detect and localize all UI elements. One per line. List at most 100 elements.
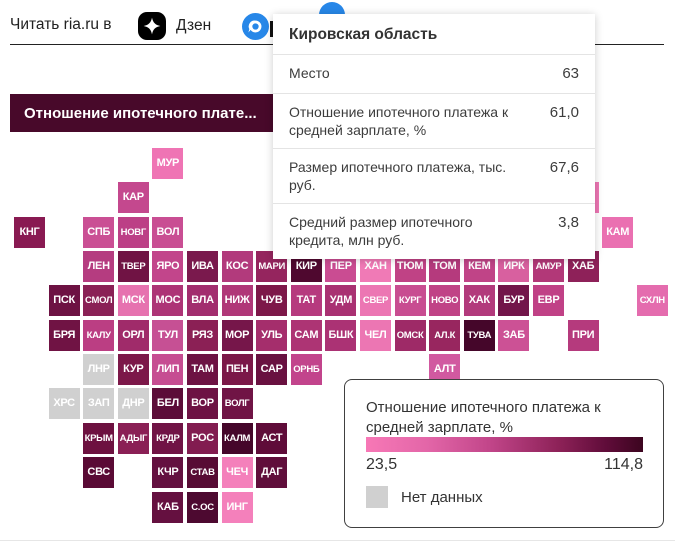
region-tile-АДЫГ[interactable]: АДЫГ <box>117 422 149 454</box>
region-tile-ИВА[interactable]: ИВА <box>187 251 218 283</box>
region-tooltip: Кировская область Место 63 Отношение ипо… <box>273 14 595 259</box>
region-tile-С.ОС[interactable]: С.ОС <box>187 491 218 523</box>
region-tile-МОС[interactable]: МОС <box>152 285 184 317</box>
region-tile-НОВГ[interactable]: НОВГ <box>117 216 149 248</box>
region-tile-СТАВ[interactable]: СТАВ <box>187 457 218 489</box>
region-tile-НИЖ[interactable]: НИЖ <box>221 285 253 317</box>
region-tile-КАБ[interactable]: КАБ <box>152 491 184 523</box>
region-tile-КНГ[interactable]: КНГ <box>14 216 45 248</box>
region-tile-ХРС[interactable]: ХРС <box>48 388 80 420</box>
region-tile-ХАК[interactable]: ХАК <box>463 285 495 317</box>
region-tile-КУР[interactable]: КУР <box>117 354 149 386</box>
chart-title-text: Отношение ипотечного плате... <box>24 104 257 122</box>
region-tile-ТУВА[interactable]: ТУВА <box>463 319 495 351</box>
region-tile-КАЛМ[interactable]: КАЛМ <box>221 422 253 454</box>
bottom-divider <box>0 540 675 541</box>
read-in-text: Читать ria.ru в <box>10 16 112 33</box>
zen-label[interactable]: Дзен <box>176 17 212 34</box>
region-tile-ТАТ[interactable]: ТАТ <box>290 285 322 317</box>
no-data-swatch <box>366 486 388 508</box>
region-tile-КАЛУ[interactable]: КАЛУ <box>83 319 115 351</box>
region-tile-ЕВР[interactable]: ЕВР <box>533 285 564 317</box>
region-tile-МОР[interactable]: МОР <box>221 319 253 351</box>
region-tile-ВОР[interactable]: ВОР <box>187 388 218 420</box>
region-tile-САР[interactable]: САР <box>256 354 288 386</box>
region-tile-ЗАП[interactable]: ЗАП <box>83 388 115 420</box>
region-tile-ОРЛ[interactable]: ОРЛ <box>117 319 149 351</box>
legend-box: Отношение ипотечного платежа к средней з… <box>344 379 664 528</box>
region-tile-ОРНБ[interactable]: ОРНБ <box>290 354 322 386</box>
region-tile-ЧЕЛ[interactable]: ЧЕЛ <box>360 319 391 351</box>
region-tile-ИНГ[interactable]: ИНГ <box>221 491 253 523</box>
partial-letter-fragment <box>270 21 274 37</box>
region-tile-ЧЕЧ[interactable]: ЧЕЧ <box>221 457 253 489</box>
region-tile-ЛЕН[interactable]: ЛЕН <box>83 251 115 283</box>
region-tile-КАМ[interactable]: КАМ <box>602 216 634 248</box>
region-tile-ЗАБ[interactable]: ЗАБ <box>498 319 530 351</box>
legend-max: 114,8 <box>604 456 643 473</box>
tooltip-value: 61,0 <box>549 103 579 121</box>
region-tile-БУР[interactable]: БУР <box>498 285 530 317</box>
region-tile-ЧУВ[interactable]: ЧУВ <box>256 285 288 317</box>
tooltip-row-rank: Место 63 <box>273 55 595 94</box>
region-tile-ДНР[interactable]: ДНР <box>117 388 149 420</box>
region-tile-НОВО[interactable]: НОВО <box>429 285 461 317</box>
zen-icon[interactable] <box>138 12 166 40</box>
region-tile-СХЛН[interactable]: СХЛН <box>636 285 668 317</box>
region-tile-ПЕН[interactable]: ПЕН <box>221 354 253 386</box>
legend-min: 23,5 <box>366 456 398 473</box>
tooltip-label: Средний размер ипотечного кредита, млн р… <box>289 214 473 249</box>
tooltip-value: 67,6 <box>549 158 579 176</box>
region-tile-СВС[interactable]: СВС <box>83 457 115 489</box>
region-tile-УДМ[interactable]: УДМ <box>325 285 357 317</box>
zen-star-glyph <box>143 17 161 35</box>
region-tile-ДАГ[interactable]: ДАГ <box>256 457 288 489</box>
chart-title-bar: Отношение ипотечного плате... <box>10 94 306 132</box>
region-tile-АСТ[interactable]: АСТ <box>256 422 288 454</box>
region-tile-ТВЕР[interactable]: ТВЕР <box>117 251 149 283</box>
region-tile-УЛЬ[interactable]: УЛЬ <box>256 319 288 351</box>
region-tile-ТАМ[interactable]: ТАМ <box>187 354 218 386</box>
region-tile-ВОЛГ[interactable]: ВОЛГ <box>221 388 253 420</box>
region-tile-СВЕР[interactable]: СВЕР <box>360 285 391 317</box>
region-tile-КРДР[interactable]: КРДР <box>152 422 184 454</box>
tooltip-value: 63 <box>562 65 579 82</box>
region-tile-АЛ.К[interactable]: АЛ.К <box>429 319 461 351</box>
region-tile-ПСК[interactable]: ПСК <box>48 285 80 317</box>
tooltip-row-ratio: Отношение ипотечного платежа к средней з… <box>273 94 595 149</box>
region-tile-ПРИ[interactable]: ПРИ <box>567 319 599 351</box>
region-tile-ЛИП[interactable]: ЛИП <box>152 354 184 386</box>
region-tile-БШК[interactable]: БШК <box>325 319 357 351</box>
region-tile-САМ[interactable]: САМ <box>290 319 322 351</box>
region-tile-БЕЛ[interactable]: БЕЛ <box>152 388 184 420</box>
region-tile-КУРГ[interactable]: КУРГ <box>394 285 426 317</box>
region-tile-ВОЛ[interactable]: ВОЛ <box>152 216 184 248</box>
region-tile-КАР[interactable]: КАР <box>117 182 149 214</box>
region-tile-ТУЛ[interactable]: ТУЛ <box>152 319 184 351</box>
region-tile-ЛНР[interactable]: ЛНР <box>83 354 115 386</box>
region-tile-МАРИ[interactable]: МАРИ <box>256 251 288 283</box>
tooltip-value: 3,8 <box>558 214 579 232</box>
region-tile-РОС[interactable]: РОС <box>187 422 218 454</box>
region-tile-СМОЛ[interactable]: СМОЛ <box>83 285 115 317</box>
region-tile-ОМСК[interactable]: ОМСК <box>394 319 426 351</box>
region-tile-МСК[interactable]: МСК <box>117 285 149 317</box>
region-tile-КРЫМ[interactable]: КРЫМ <box>83 422 115 454</box>
region-tile-КОС[interactable]: КОС <box>221 251 253 283</box>
region-tile-ВЛА[interactable]: ВЛА <box>187 285 218 317</box>
region-tile-СПБ[interactable]: СПБ <box>83 216 115 248</box>
region-tile-ЯРО[interactable]: ЯРО <box>152 251 184 283</box>
region-tile-МУР[interactable]: МУР <box>152 148 184 179</box>
messenger-icon[interactable] <box>242 13 269 40</box>
legend-gradient-bar <box>366 437 643 452</box>
region-tile-РЯЗ[interactable]: РЯЗ <box>187 319 218 351</box>
no-data-label: Нет данных <box>401 489 483 506</box>
tooltip-row-credit: Средний размер ипотечного кредита, млн р… <box>273 204 595 258</box>
region-tile-БРЯ[interactable]: БРЯ <box>48 319 80 351</box>
region-tile-КЧР[interactable]: КЧР <box>152 457 184 489</box>
tooltip-label: Размер ипотечного платежа, тыс. руб. <box>289 158 507 194</box>
tooltip-label: Место <box>289 65 330 81</box>
legend-title: Отношение ипотечного платежа к средней з… <box>366 399 601 437</box>
legend-minmax: 23,5 114,8 <box>366 456 643 474</box>
